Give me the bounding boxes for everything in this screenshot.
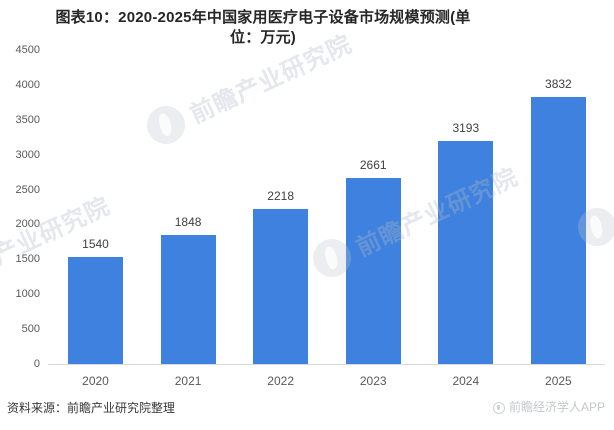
bar-value-label: 1848: [174, 215, 202, 230]
bar-value-label: 2661: [359, 158, 387, 173]
y-tick-label: 3000: [15, 148, 40, 161]
bar-value-label: 1540: [82, 236, 109, 251]
x-tick-label: 2024: [452, 374, 480, 388]
qianzhan-logo-icon: [492, 401, 505, 414]
y-tick-label: 1000: [15, 288, 40, 301]
bar-2020: [68, 256, 123, 364]
y-tick-label: 0: [33, 358, 40, 370]
bar-2024: [438, 141, 494, 364]
bar-2022: [253, 209, 309, 364]
y-tick-label: 500: [21, 323, 40, 336]
bar-value-label: 3832: [545, 76, 572, 91]
bar-2021: [160, 235, 216, 364]
brand-watermark: 前瞻经济学人APP: [492, 400, 605, 415]
bar-value-label: 3193: [452, 121, 480, 136]
x-tick-label: 2022: [267, 374, 294, 388]
x-tick-label: 2025: [545, 374, 572, 388]
y-tick-label: 2500: [15, 183, 40, 196]
source-note: 资料来源：前瞻产业研究院整理: [7, 401, 176, 415]
x-tick-label: 2023: [359, 374, 387, 388]
y-tick-label: 4000: [15, 78, 40, 91]
y-tick-label: 4500: [15, 44, 40, 56]
brand-label: 前瞻经济学人APP: [508, 400, 605, 414]
x-axis-line: [48, 364, 605, 365]
y-tick-label: 1500: [15, 253, 40, 266]
y-tick-label: 2000: [15, 218, 40, 231]
chart-title: 图表10：2020-2025年中国家用医疗电子设备市场规模预测(单位：万元): [55, 9, 471, 46]
y-tick-label: 3500: [15, 113, 40, 126]
x-tick-label: 2020: [82, 374, 109, 388]
bar-2023: [345, 178, 401, 364]
bar-2025: [530, 96, 586, 364]
bar-value-label: 2218: [267, 189, 294, 204]
x-tick-label: 2021: [174, 374, 202, 388]
